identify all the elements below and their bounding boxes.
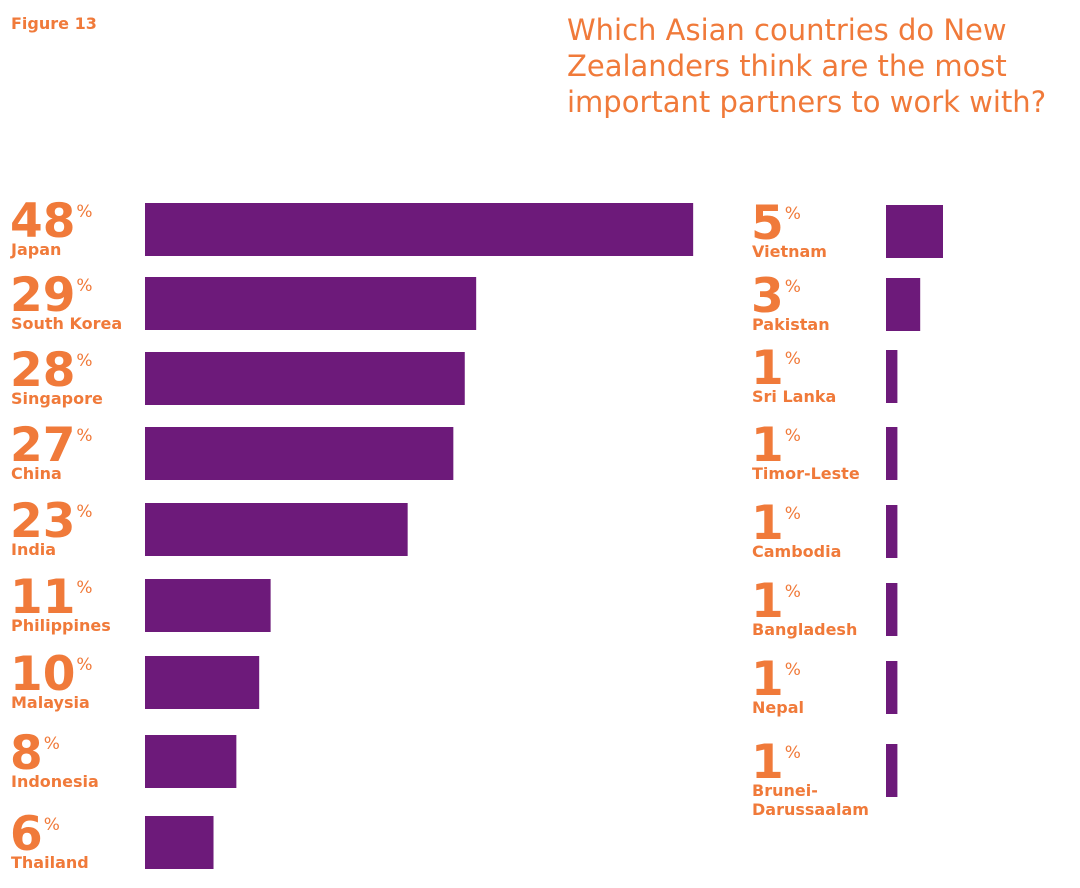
- value-label: 3: [751, 269, 784, 324]
- value-label: 5: [751, 196, 784, 251]
- percent-sign: %: [76, 202, 92, 222]
- value-label: 28: [10, 343, 75, 398]
- percent-sign: %: [44, 734, 60, 754]
- category-label: India: [11, 540, 56, 559]
- percent-sign: %: [76, 578, 92, 598]
- value-label: 48: [10, 194, 75, 249]
- bar-india: [145, 503, 408, 556]
- bar-cambodia: [886, 505, 898, 558]
- value-label: 8: [10, 726, 43, 781]
- percent-sign: %: [76, 426, 92, 446]
- bar-indonesia: [145, 735, 237, 788]
- percent-sign: %: [785, 743, 801, 763]
- category-label: Nepal: [752, 698, 804, 717]
- category-label: Philippines: [11, 616, 111, 635]
- value-label: 1: [751, 496, 784, 551]
- value-label: 11: [10, 570, 75, 625]
- bar-malaysia: [145, 656, 260, 709]
- percent-sign: %: [76, 276, 92, 296]
- percent-sign: %: [785, 660, 801, 680]
- value-label: 23: [10, 494, 75, 549]
- bar-bangladesh: [886, 583, 898, 636]
- category-label: South Korea: [11, 314, 122, 333]
- bar-vietnam: [886, 205, 943, 258]
- category-label: Singapore: [11, 389, 103, 408]
- value-label: 27: [10, 418, 75, 473]
- category-label: Indonesia: [11, 772, 99, 791]
- bar-thailand: [145, 816, 214, 869]
- category-label: Darussaalam: [752, 800, 869, 819]
- category-label: Pakistan: [752, 315, 830, 334]
- value-label: 1: [751, 574, 784, 629]
- value-label: 1: [751, 341, 784, 396]
- percent-sign: %: [76, 655, 92, 675]
- percent-sign: %: [76, 502, 92, 522]
- category-label: Vietnam: [752, 242, 827, 261]
- percent-sign: %: [785, 504, 801, 524]
- value-label: 1: [751, 735, 784, 790]
- percent-sign: %: [785, 277, 801, 297]
- bar-pakistan: [886, 278, 921, 331]
- percent-sign: %: [785, 349, 801, 369]
- category-label: Sri Lanka: [752, 387, 836, 406]
- value-label: 29: [10, 268, 75, 323]
- bar-china: [145, 427, 454, 480]
- value-label: 6: [10, 807, 43, 862]
- figure-label: Figure 13: [11, 14, 97, 33]
- category-label: Japan: [10, 240, 61, 259]
- value-label: 10: [10, 647, 75, 702]
- category-label: Thailand: [11, 853, 89, 872]
- percent-sign: %: [785, 426, 801, 446]
- bar-south-korea: [145, 277, 477, 330]
- bar-nepal: [886, 661, 898, 714]
- category-label: Timor-Leste: [752, 464, 860, 483]
- bar-timor-leste: [886, 427, 898, 480]
- category-label: Bangladesh: [752, 620, 857, 639]
- category-label: Brunei-: [752, 781, 818, 800]
- percent-sign: %: [785, 204, 801, 224]
- value-label: 1: [751, 652, 784, 707]
- value-label: 1: [751, 418, 784, 473]
- bar-singapore: [145, 352, 465, 405]
- category-label: Malaysia: [11, 693, 90, 712]
- bar-sri-lanka: [886, 350, 898, 403]
- bar-japan: [145, 203, 694, 256]
- percent-sign: %: [76, 351, 92, 371]
- bar-brunei-darussaalam: [886, 744, 898, 797]
- percent-sign: %: [785, 582, 801, 602]
- category-label: China: [11, 464, 62, 483]
- chart-title: Which Asian countries do New Zealanders …: [567, 13, 1047, 119]
- bar-philippines: [145, 579, 271, 632]
- percent-sign: %: [44, 815, 60, 835]
- category-label: Cambodia: [752, 542, 841, 561]
